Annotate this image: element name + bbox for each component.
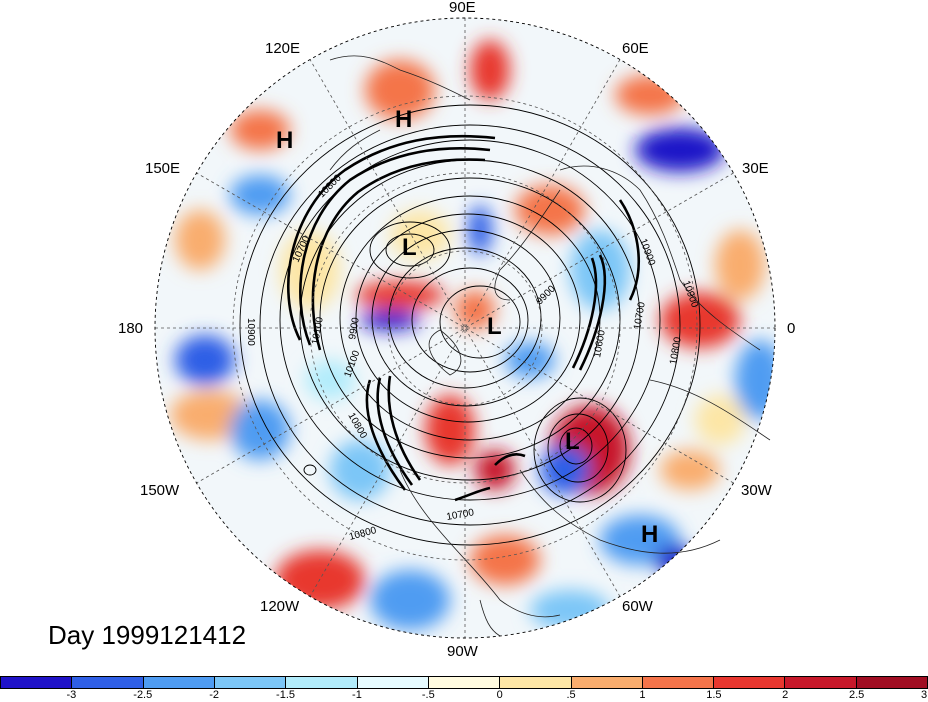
longitude-label-60e: 60E: [622, 40, 649, 57]
contour-label: 10800: [668, 336, 684, 366]
longitude-label-60w: 60W: [622, 598, 653, 615]
contour-label: 10700: [632, 301, 648, 331]
contour-label: 10700: [446, 507, 476, 523]
low-pressure-marker: L: [565, 428, 580, 455]
high-pressure-marker: H: [641, 521, 659, 548]
colorbar-tick-label: -.5: [421, 689, 435, 701]
colorbar-cell: [1, 677, 73, 688]
contour-label: 10600: [592, 329, 608, 359]
colorbar-tick-label: .5: [566, 689, 576, 701]
colorbar-cell: [428, 677, 501, 688]
jet-contours: [287, 134, 640, 502]
colorbar-cell: [72, 677, 144, 688]
colorbar-cell: [714, 677, 786, 688]
longitude-label-150w: 150W: [140, 482, 180, 499]
colorbar-tick-label: 3: [920, 689, 928, 701]
colorbar-cell: [571, 677, 643, 688]
high-pressure-marker: H: [395, 106, 413, 133]
colorbar-tick-label: -1.5: [276, 689, 296, 701]
colorbar-cell: [642, 677, 715, 688]
colorbar-cell: [357, 677, 429, 688]
contour-label: 10100: [310, 316, 326, 346]
contour-label: 10900: [245, 318, 256, 346]
colorbar-cell: [856, 677, 928, 688]
low-pressure-marker: L: [402, 234, 417, 261]
colorbar-cell: [214, 677, 287, 688]
longitude-label-30e: 30E: [742, 160, 769, 177]
colorbar-tick-label: 2: [782, 689, 789, 701]
contour-label: 9900: [347, 316, 362, 340]
day-label: Day 1999121412: [48, 620, 247, 650]
colorbar-tick-label: -1: [352, 689, 362, 701]
colorbar-tick-label: 2.5: [848, 689, 865, 701]
longitude-label-120w: 120W: [260, 598, 300, 615]
high-pressure-marker: H: [276, 127, 294, 154]
colorbar-tick-label: 1.5: [706, 689, 722, 701]
longitude-label-120e: 120E: [265, 40, 301, 57]
colorbar: [0, 676, 928, 689]
colorbar-tick-label: -2.5: [133, 689, 153, 701]
low-pressure-marker: L: [487, 313, 502, 340]
longitude-label-90e: 90E: [449, 0, 476, 16]
colorbar-tick-label: -3: [66, 689, 77, 701]
colorbar-cell: [785, 677, 857, 688]
coastlines: [329, 55, 771, 637]
colorbar-tick-label: 1: [639, 689, 646, 701]
longitude-label-30w: 30W: [741, 482, 772, 499]
longitude-label-150e: 150E: [145, 160, 181, 177]
longitude-label-0: 0: [787, 320, 796, 337]
longitude-label-90w: 90W: [447, 643, 478, 660]
colorbar-tick-label: 0: [496, 689, 503, 701]
colorbar-cell: [500, 677, 572, 688]
colorbar-cell: [143, 677, 215, 688]
graticule: [155, 18, 775, 638]
longitude-label-180: 180: [118, 320, 144, 337]
map-boundary: [154, 17, 776, 639]
colorbar-cell: [286, 677, 358, 688]
colorbar-tick-label: -2: [209, 689, 220, 701]
height-contours: [239, 104, 701, 546]
